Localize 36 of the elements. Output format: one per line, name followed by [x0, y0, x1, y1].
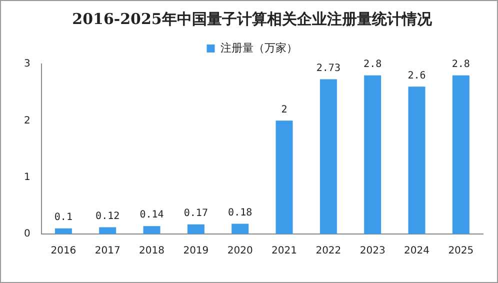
- data-label: 0.1: [54, 212, 72, 223]
- data-label: 0.14: [140, 210, 164, 221]
- bar: [232, 224, 249, 234]
- bar: [276, 120, 293, 234]
- x-tick-label: 2018: [139, 246, 164, 257]
- data-label: 2.8: [452, 58, 470, 70]
- y-tick-label: 0: [24, 228, 30, 240]
- bar: [54, 228, 72, 234]
- x-tick-label: 2021: [272, 246, 297, 257]
- data-label: 2.73: [316, 62, 340, 74]
- data-label: 2: [281, 104, 288, 116]
- bar: [187, 224, 204, 234]
- x-tick-label: 2024: [404, 246, 430, 257]
- bar: [408, 86, 426, 234]
- x-tick-label: 2023: [360, 246, 386, 257]
- x-tick-label: 2022: [316, 246, 342, 257]
- bar: [364, 75, 382, 234]
- data-label: 0.18: [228, 207, 252, 218]
- data-label: 2.8: [364, 58, 382, 70]
- data-label: 0.17: [184, 208, 208, 219]
- bar: [320, 79, 337, 234]
- bar: [99, 227, 116, 234]
- data-label: 0.12: [96, 210, 120, 222]
- x-tick-label: 2019: [183, 246, 209, 257]
- y-tick-label: 2: [24, 115, 30, 126]
- bar: [452, 75, 470, 234]
- chart-title: 2016-2025年中国量子计算相关企业注册量统计情况: [72, 10, 433, 28]
- x-tick-label: 2020: [227, 246, 253, 257]
- y-tick-label: 3: [24, 58, 30, 70]
- x-tick-label: 2017: [94, 246, 120, 257]
- x-tick-label: 2025: [448, 246, 474, 257]
- bar: [143, 226, 160, 234]
- data-label: 2.6: [408, 70, 426, 82]
- x-tick-label: 2016: [50, 246, 76, 257]
- legend-label: 注册量（万家）: [220, 41, 298, 54]
- y-tick-label: 1: [24, 172, 30, 183]
